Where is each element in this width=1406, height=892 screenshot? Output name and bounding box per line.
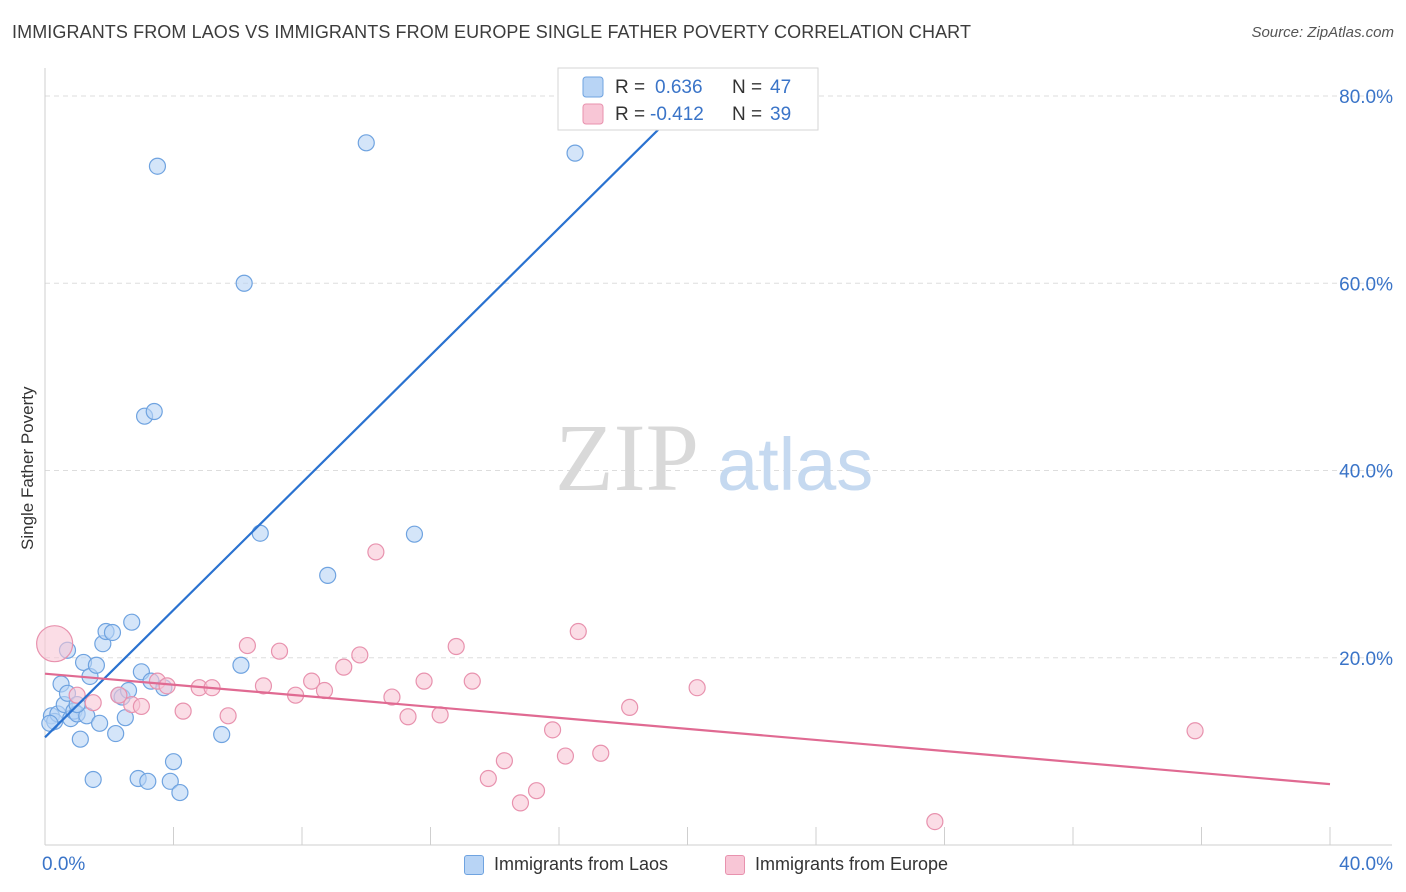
legend-bottom-swatch-europe: [725, 854, 745, 875]
point-europe: [431, 706, 449, 724]
point-laos: [405, 525, 424, 543]
point-europe: [110, 686, 128, 704]
legend-n-label-europe: N =: [732, 104, 762, 125]
legend-r-value-europe: -0.412: [650, 104, 704, 125]
tick-labels: 20.0% 40.0% 60.0% 80.0% 0.0% 40.0%: [42, 87, 1393, 875]
legend-bottom: Immigrants from Laos Immigrants from Eur…: [0, 850, 1406, 880]
y-tick-label: 20.0%: [1339, 649, 1393, 670]
point-laos: [107, 724, 125, 743]
point-laos: [319, 566, 337, 584]
y-axis-label: Single Father Poverty: [18, 386, 37, 550]
point-europe: [270, 642, 289, 660]
point-laos: [148, 157, 167, 175]
point-europe: [383, 688, 401, 706]
legend-swatch-europe: [582, 103, 604, 125]
point-laos: [251, 524, 269, 542]
legend-bottom-europe: Immigrants from Europe: [725, 854, 948, 875]
point-laos: [357, 134, 375, 152]
point-laos: [139, 772, 157, 790]
point-laos: [41, 714, 59, 732]
point-europe: [399, 708, 417, 726]
point-europe: [367, 543, 385, 561]
chart-title: IMMIGRANTS FROM LAOS VS IMMIGRANTS FROM …: [12, 22, 972, 42]
legend-n-label-laos: N =: [732, 77, 762, 98]
y-axis-label-wrap: Single Father Poverty: [18, 387, 38, 750]
point-laos: [84, 770, 102, 789]
point-europe: [36, 625, 74, 663]
legend-bottom-label-laos: Immigrants from Laos: [494, 854, 669, 874]
point-europe: [495, 752, 513, 770]
legend-n-value-laos: 47: [770, 77, 791, 98]
series-laos-points: [41, 134, 584, 802]
point-europe: [1186, 722, 1204, 740]
point-europe: [158, 677, 176, 695]
point-europe: [238, 636, 256, 655]
point-laos: [232, 656, 250, 674]
point-europe: [351, 646, 369, 664]
x-tick-label: 0.0%: [42, 854, 85, 875]
legend-bottom-label-europe: Immigrants from Europe: [755, 854, 949, 874]
point-europe: [132, 697, 150, 716]
watermark: ZIP atlas: [555, 404, 873, 511]
trend-line-europe: [44, 672, 1331, 786]
point-europe: [463, 672, 481, 690]
trend-line-laos: [44, 99, 689, 739]
point-europe: [479, 769, 497, 788]
legend-swatch-laos: [582, 76, 604, 98]
point-europe: [688, 679, 706, 697]
series-europe-points: [36, 543, 1204, 831]
legend-bottom-laos: Immigrants from Laos: [464, 854, 668, 875]
point-laos: [171, 783, 189, 802]
point-laos: [103, 623, 122, 642]
point-laos: [161, 772, 179, 790]
point-europe: [556, 747, 575, 765]
point-europe: [569, 622, 587, 641]
point-europe: [335, 658, 353, 676]
point-europe: [543, 721, 562, 739]
point-europe: [68, 686, 86, 704]
point-laos: [213, 725, 231, 744]
point-europe: [621, 698, 639, 716]
x-tick-label: 40.0%: [1339, 854, 1393, 875]
point-europe: [527, 782, 546, 800]
point-europe: [511, 794, 530, 812]
y-tick-label: 40.0%: [1339, 462, 1393, 483]
legend-n-value-europe: 39: [770, 104, 791, 125]
point-laos: [71, 730, 89, 748]
point-europe: [174, 702, 192, 720]
watermark-atlas: atlas: [717, 423, 873, 506]
point-europe: [592, 744, 610, 762]
legend-r-label-europe: R =: [615, 104, 645, 125]
watermark-zip: ZIP: [555, 404, 699, 511]
y-tick-label: 80.0%: [1339, 87, 1393, 108]
point-europe: [303, 672, 321, 690]
legend-bottom-swatch-laos: [464, 854, 484, 875]
point-europe: [254, 677, 273, 695]
trend-lines: [44, 99, 1331, 786]
point-laos: [164, 753, 183, 771]
point-laos: [87, 656, 106, 674]
point-laos: [123, 613, 141, 631]
point-laos: [91, 714, 109, 732]
gridlines: [45, 95, 1392, 659]
source-credit: Source: ZipAtlas.com: [1251, 24, 1394, 41]
legend-r-value-laos: 0.636: [655, 77, 703, 98]
point-europe: [926, 812, 944, 831]
point-laos: [235, 274, 253, 292]
point-europe: [447, 637, 465, 656]
point-europe: [415, 672, 433, 690]
y-tick-label: 60.0%: [1339, 274, 1393, 295]
point-europe: [219, 707, 237, 725]
legend-r-label-laos: R =: [615, 77, 645, 98]
point-europe: [84, 694, 102, 712]
point-laos: [566, 144, 584, 162]
point-laos: [145, 402, 163, 421]
legend-top: R = 0.636 N = 47 R = -0.412 N = 39: [557, 67, 819, 131]
